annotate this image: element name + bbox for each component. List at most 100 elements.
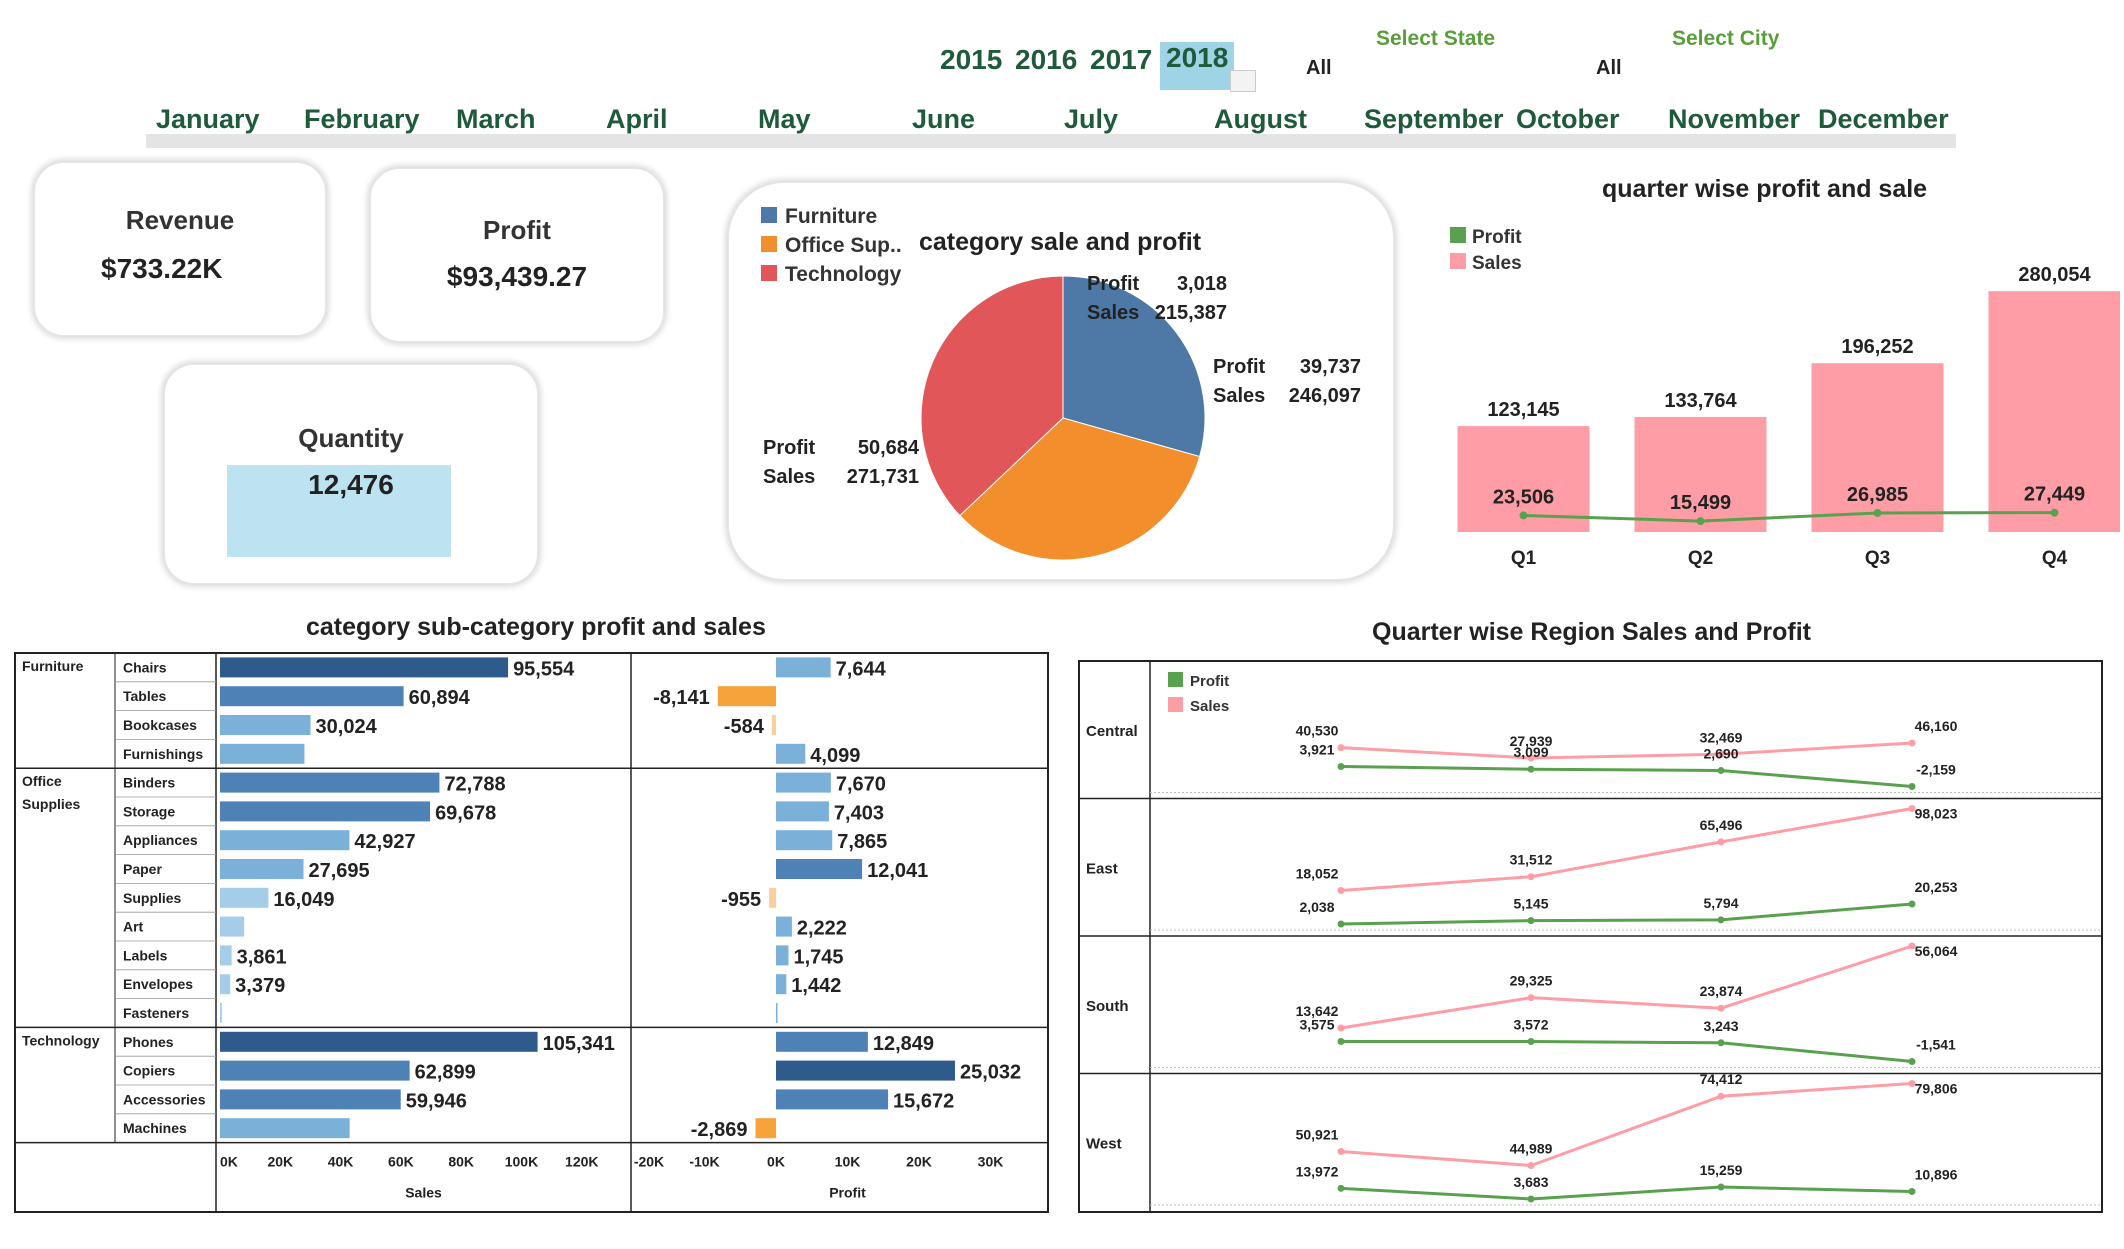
month-option-december[interactable]: December — [1818, 104, 1949, 134]
region-profit-point-east-q3 — [1717, 916, 1725, 924]
year-option-2017[interactable]: 2017 — [1090, 44, 1153, 75]
subcat-profit-label-accessories: 15,672 — [893, 1090, 954, 1112]
region-sales-point-south-q1 — [1337, 1024, 1345, 1032]
region-profit-point-west-q2 — [1527, 1195, 1535, 1203]
subcat-profit-bar-bookcases — [771, 715, 776, 735]
month-option-october[interactable]: October — [1516, 104, 1620, 134]
month-filter: January February March April May June Ju… — [146, 100, 1956, 148]
subcat-subcategory-label-fasteners: Fasteners — [123, 1005, 189, 1021]
subcat-profit-tick-10k: -10K — [689, 1154, 719, 1170]
region-profit-point-west-q4 — [1908, 1188, 1916, 1196]
subcat-subcategory-label-storage: Storage — [123, 803, 175, 819]
subcat-sales-bar-labels — [220, 945, 232, 966]
region-label-east: East — [1086, 860, 1118, 877]
pie-slice-furniture — [1062, 275, 1206, 458]
quantity-label: Quantity — [298, 423, 404, 453]
region-profit-point-central-q3 — [1717, 767, 1725, 775]
region-profit-label-south-q3: 3,243 — [1703, 1018, 1738, 1034]
pie-legend-label-office-supplies: Office Sup.. — [785, 234, 902, 257]
pie-slice-office-supplies — [959, 417, 1201, 561]
subcat-subcategory-label-machines: Machines — [123, 1120, 187, 1136]
subcat-profit-tick-20k: 20K — [906, 1154, 932, 1170]
region-sales-point-south-q3 — [1717, 1004, 1725, 1012]
quarter-profit-point-q2 — [1696, 517, 1705, 526]
region-legend-swatch-profit — [1168, 672, 1183, 687]
subcat-profit-bar-furnishings — [776, 743, 806, 764]
quantity-value: 12,476 — [308, 469, 394, 500]
region-sales-point-west-q1 — [1337, 1148, 1345, 1156]
subcat-subcategory-label-tables: Tables — [123, 688, 167, 704]
region-sales-label-east-q3: 65,496 — [1700, 817, 1743, 833]
state-filter-dropdown[interactable]: All — [1306, 57, 1332, 79]
region-sales-line-central — [1340, 741, 1913, 760]
month-option-june[interactable]: June — [912, 104, 976, 134]
month-option-july[interactable]: July — [1064, 104, 1119, 134]
subcat-profit-bar-art — [776, 916, 792, 937]
subcat-profit-bar-paper — [776, 859, 863, 879]
pie-label-sales-title-technology: Sales — [763, 466, 815, 488]
subcat-sales-bar-fasteners — [220, 1003, 222, 1023]
region-sales-point-east-q4 — [1908, 805, 1916, 812]
subcat-sales-label-binders: 72,788 — [444, 774, 505, 796]
year-option-2016[interactable]: 2016 — [1015, 44, 1078, 75]
subcat-subcategory-label-art: Art — [123, 919, 144, 935]
subcat-subcategory-label-chairs: Chairs — [123, 659, 167, 675]
subcat-profit-bar-fasteners — [776, 1003, 778, 1023]
region-profit-label-central-q1: 3,921 — [1299, 742, 1334, 758]
subcat-sales-bar-envelopes — [220, 974, 231, 995]
month-option-january[interactable]: January — [156, 104, 260, 134]
region-profit-label-central-q4: -2,159 — [1916, 762, 1956, 778]
region-sales-label-west-q3: 74,412 — [1700, 1071, 1743, 1087]
month-option-september[interactable]: September — [1364, 104, 1504, 134]
region-sales-point-west-q4 — [1908, 1080, 1916, 1087]
month-option-april[interactable]: April — [606, 104, 668, 134]
region-legend-label-sales: Sales — [1190, 698, 1229, 715]
year-option-2018-selected[interactable]: 2018 — [1160, 42, 1235, 90]
pie-label-sales-value-furniture: 215,387 — [1155, 302, 1227, 324]
region-sales-label-west-q2: 44,989 — [1510, 1141, 1553, 1157]
region-profit-point-south-q1 — [1337, 1038, 1345, 1045]
region-profit-point-west-q3 — [1717, 1183, 1725, 1191]
subcat-profit-tick-20k: -20K — [634, 1154, 664, 1170]
revenue-card: Revenue $733.22K — [34, 162, 326, 336]
month-option-february[interactable]: February — [304, 104, 420, 134]
subcat-subcategory-label-appliances: Appliances — [123, 832, 198, 848]
quarter-profit-point-q3 — [1873, 508, 1882, 517]
month-option-august[interactable]: August — [1214, 104, 1307, 134]
year-option-2015[interactable]: 2015 — [940, 44, 1003, 75]
category-pie-chart: category sale and profit Furniture Office… — [761, 205, 1361, 561]
subcat-category-label-furniture-0: Furniture — [22, 658, 84, 674]
month-option-november[interactable]: November — [1668, 104, 1801, 134]
profit-card: Profit $93,439.27 — [370, 168, 664, 342]
subcat-sales-label-copiers: 62,899 — [415, 1062, 476, 1084]
region-profit-point-central-q1 — [1337, 763, 1345, 770]
region-profit-label-west-q1: 13,972 — [1296, 1163, 1339, 1179]
pie-label-sales-title-furniture: Sales — [1087, 302, 1139, 324]
month-option-march[interactable]: March — [456, 104, 536, 134]
quarter-profit-label-q2: 15,499 — [1670, 492, 1731, 514]
region-sales-label-central-q1: 40,530 — [1296, 723, 1339, 739]
subcat-sales-bar-appliances — [220, 830, 350, 851]
region-sales-label-west-q4: 79,806 — [1915, 1081, 1958, 1097]
subcat-chart-title: category sub-category profit and sales — [306, 613, 766, 641]
region-sales-line-west — [1340, 1082, 1913, 1168]
subcat-sales-bar-paper — [220, 859, 304, 879]
subcat-subcategory-label-envelopes: Envelopes — [123, 976, 193, 992]
subcat-sales-axis-title: Sales — [405, 1185, 442, 1201]
subcat-profit-label-art: 2,222 — [797, 918, 847, 940]
year-slider-handle[interactable] — [1230, 70, 1256, 92]
subcat-profit-label-storage: 7,403 — [834, 802, 884, 824]
subcat-profit-label-tables: -8,141 — [653, 687, 710, 709]
region-profit-label-central-q3: 2,690 — [1703, 746, 1738, 762]
subcat-profit-label-furnishings: 4,099 — [810, 745, 860, 767]
subcat-profit-bar-storage — [776, 801, 829, 822]
city-filter-dropdown[interactable]: All — [1596, 57, 1622, 79]
subcat-sales-label-tables: 60,894 — [409, 687, 471, 709]
quarter-legend-label-sales: Sales — [1472, 253, 1522, 274]
subcat-sales-bar-copiers — [220, 1060, 410, 1081]
month-option-may[interactable]: May — [758, 104, 811, 134]
region-sales-label-central-q4: 46,160 — [1915, 718, 1958, 734]
quarter-sales-bar-q3 — [1811, 363, 1944, 532]
subcat-profit-bar-tables — [717, 686, 776, 707]
region-sales-point-central-q1 — [1337, 744, 1345, 752]
